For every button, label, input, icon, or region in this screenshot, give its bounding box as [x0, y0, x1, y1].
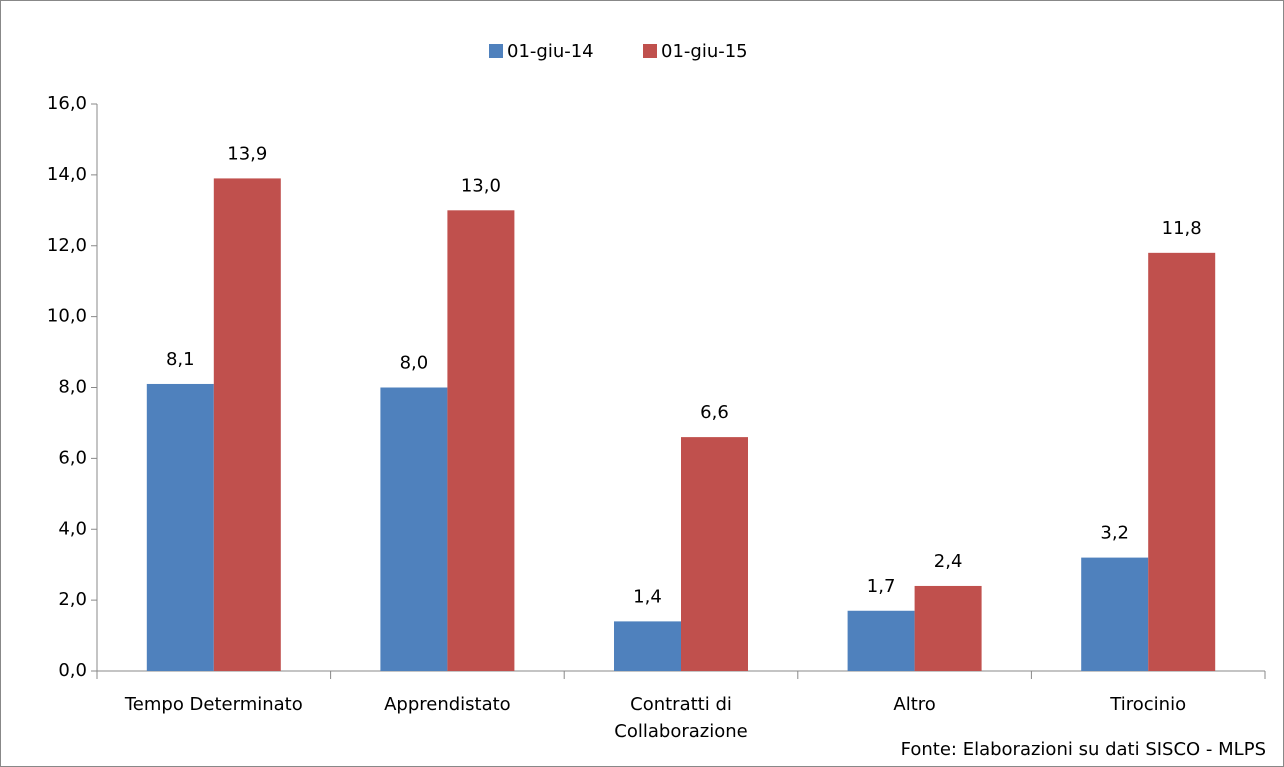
x-tick-label: Apprendistato: [384, 694, 511, 715]
y-tick-label: 12,0: [47, 235, 87, 256]
bar: [146, 383, 214, 671]
bar: [614, 621, 681, 671]
y-tick-label: 8,0: [58, 377, 87, 398]
value-label: 8,1: [166, 349, 195, 370]
bar: [380, 387, 448, 671]
value-label: 3,2: [1100, 523, 1129, 544]
y-tick-label: 16,0: [47, 93, 87, 114]
source-note: Fonte: Elaborazioni su dati SISCO - MLPS: [901, 739, 1266, 760]
y-tick-label: 0,0: [58, 660, 87, 681]
x-tick-label: Altro: [893, 694, 936, 715]
value-label: 1,4: [633, 586, 662, 607]
value-label: 11,8: [1162, 218, 1202, 239]
value-label: 2,4: [934, 551, 963, 572]
bar: [213, 178, 281, 671]
legend-swatch: [489, 44, 503, 58]
bar: [447, 210, 515, 671]
bar: [681, 437, 748, 671]
legend-label: 01-giu-15: [661, 41, 748, 62]
x-tick-label: Contratti di Collaborazione: [614, 694, 748, 742]
y-tick-label: 2,0: [58, 589, 87, 610]
legend-swatch: [643, 44, 657, 58]
y-tick-label: 6,0: [58, 447, 87, 468]
x-tick-label: Tempo Determinato: [124, 694, 303, 715]
bar: [1148, 252, 1216, 671]
value-label: 6,6: [700, 402, 729, 423]
bar: [847, 610, 915, 671]
x-tick-label: Tirocinio: [1110, 694, 1187, 715]
y-tick-label: 14,0: [47, 164, 87, 185]
legend-label: 01-giu-14: [507, 41, 594, 62]
value-label: 13,0: [461, 175, 501, 196]
bar: [914, 585, 982, 671]
y-tick-label: 4,0: [58, 518, 87, 539]
value-label: 13,9: [227, 143, 267, 164]
y-tick-label: 10,0: [47, 306, 87, 327]
value-label: 8,0: [400, 353, 429, 374]
bar: [1081, 557, 1149, 671]
value-label: 1,7: [867, 576, 896, 597]
